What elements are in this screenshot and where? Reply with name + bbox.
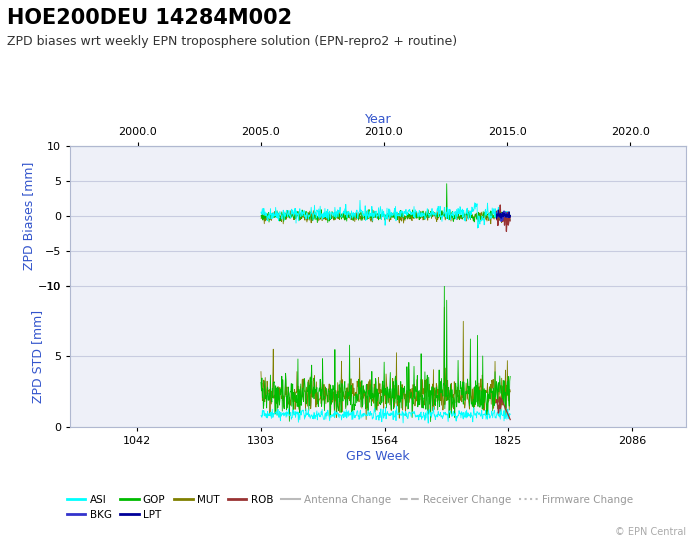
- Legend: ASI, BKG, GOP, LPT, MUT, ROB, Antenna Change, Receiver Change, Firmware Change: ASI, BKG, GOP, LPT, MUT, ROB, Antenna Ch…: [62, 490, 638, 524]
- X-axis label: GPS Week: GPS Week: [346, 450, 410, 463]
- Text: © EPN Central: © EPN Central: [615, 527, 686, 537]
- X-axis label: Year: Year: [365, 113, 391, 126]
- Y-axis label: ZPD STD [mm]: ZPD STD [mm]: [32, 310, 44, 403]
- Y-axis label: ZPD Biases [mm]: ZPD Biases [mm]: [22, 162, 35, 270]
- Text: HOE200DEU 14284M002: HOE200DEU 14284M002: [7, 8, 292, 28]
- Text: ZPD biases wrt weekly EPN troposphere solution (EPN-repro2 + routine): ZPD biases wrt weekly EPN troposphere so…: [7, 35, 457, 48]
